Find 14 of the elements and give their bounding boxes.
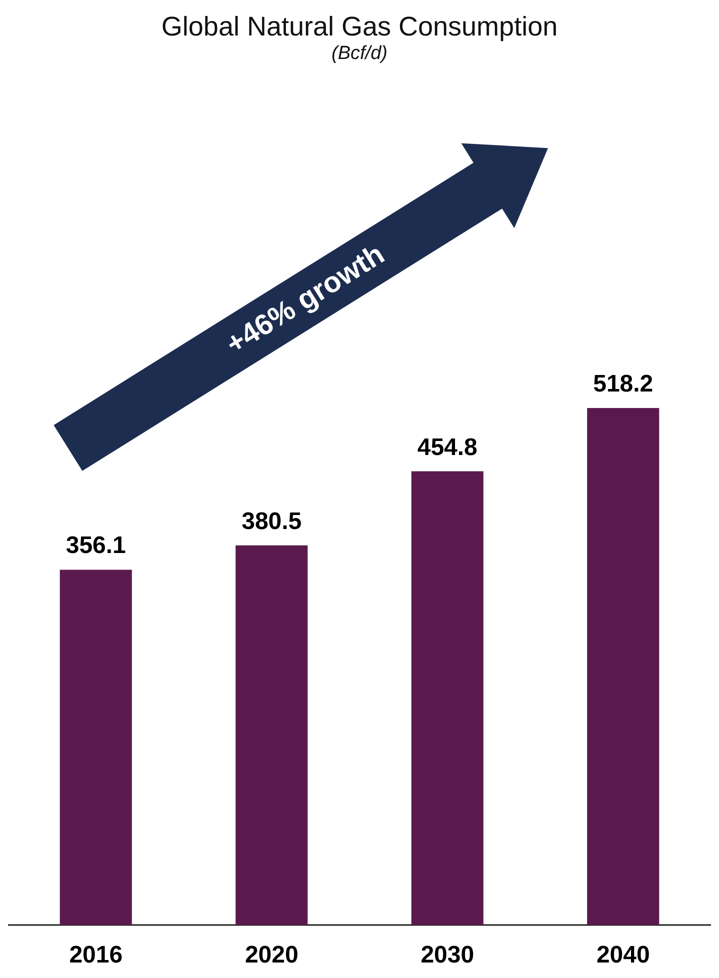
x-tick-label: 2040 [596,942,650,968]
data-label: 356.1 [66,532,126,560]
data-label: 518.2 [593,370,654,398]
bar [587,408,660,925]
x-tick-label: 2030 [420,942,474,968]
chart-subtitle: (Bcf/d) [332,43,388,64]
x-tick-label: 2020 [244,942,298,968]
bar [411,471,484,925]
data-label: 454.8 [417,434,478,461]
data-label: 380.5 [242,508,302,535]
x-tick-label: 2016 [69,942,123,968]
bar [60,570,132,925]
chart-title: Global Natural Gas Consumption [161,12,558,42]
bar [236,545,308,925]
